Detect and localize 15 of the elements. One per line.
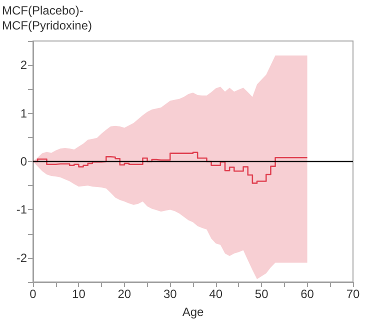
y-tick-label: 0 xyxy=(20,154,28,168)
x-axis-title: Age xyxy=(182,305,204,319)
x-tick-label: 70 xyxy=(346,287,360,301)
x-tick-label: 20 xyxy=(118,287,132,301)
x-tick-label: 10 xyxy=(72,287,86,301)
x-tick-label: 30 xyxy=(163,287,178,301)
y-tick-label: -2 xyxy=(16,250,28,265)
y-tick-label: -1 xyxy=(16,202,28,217)
x-tick-label: 60 xyxy=(300,287,314,301)
x-tick-label: 40 xyxy=(209,287,223,301)
x-tick-label: 50 xyxy=(254,287,269,301)
y-tick-label: 1 xyxy=(20,106,28,120)
y-tick-label: 2 xyxy=(20,58,28,72)
y-axis-title: MCF(Placebo)- MCF(Pyridoxine) xyxy=(2,4,92,32)
x-tick-label: 0 xyxy=(30,287,37,301)
